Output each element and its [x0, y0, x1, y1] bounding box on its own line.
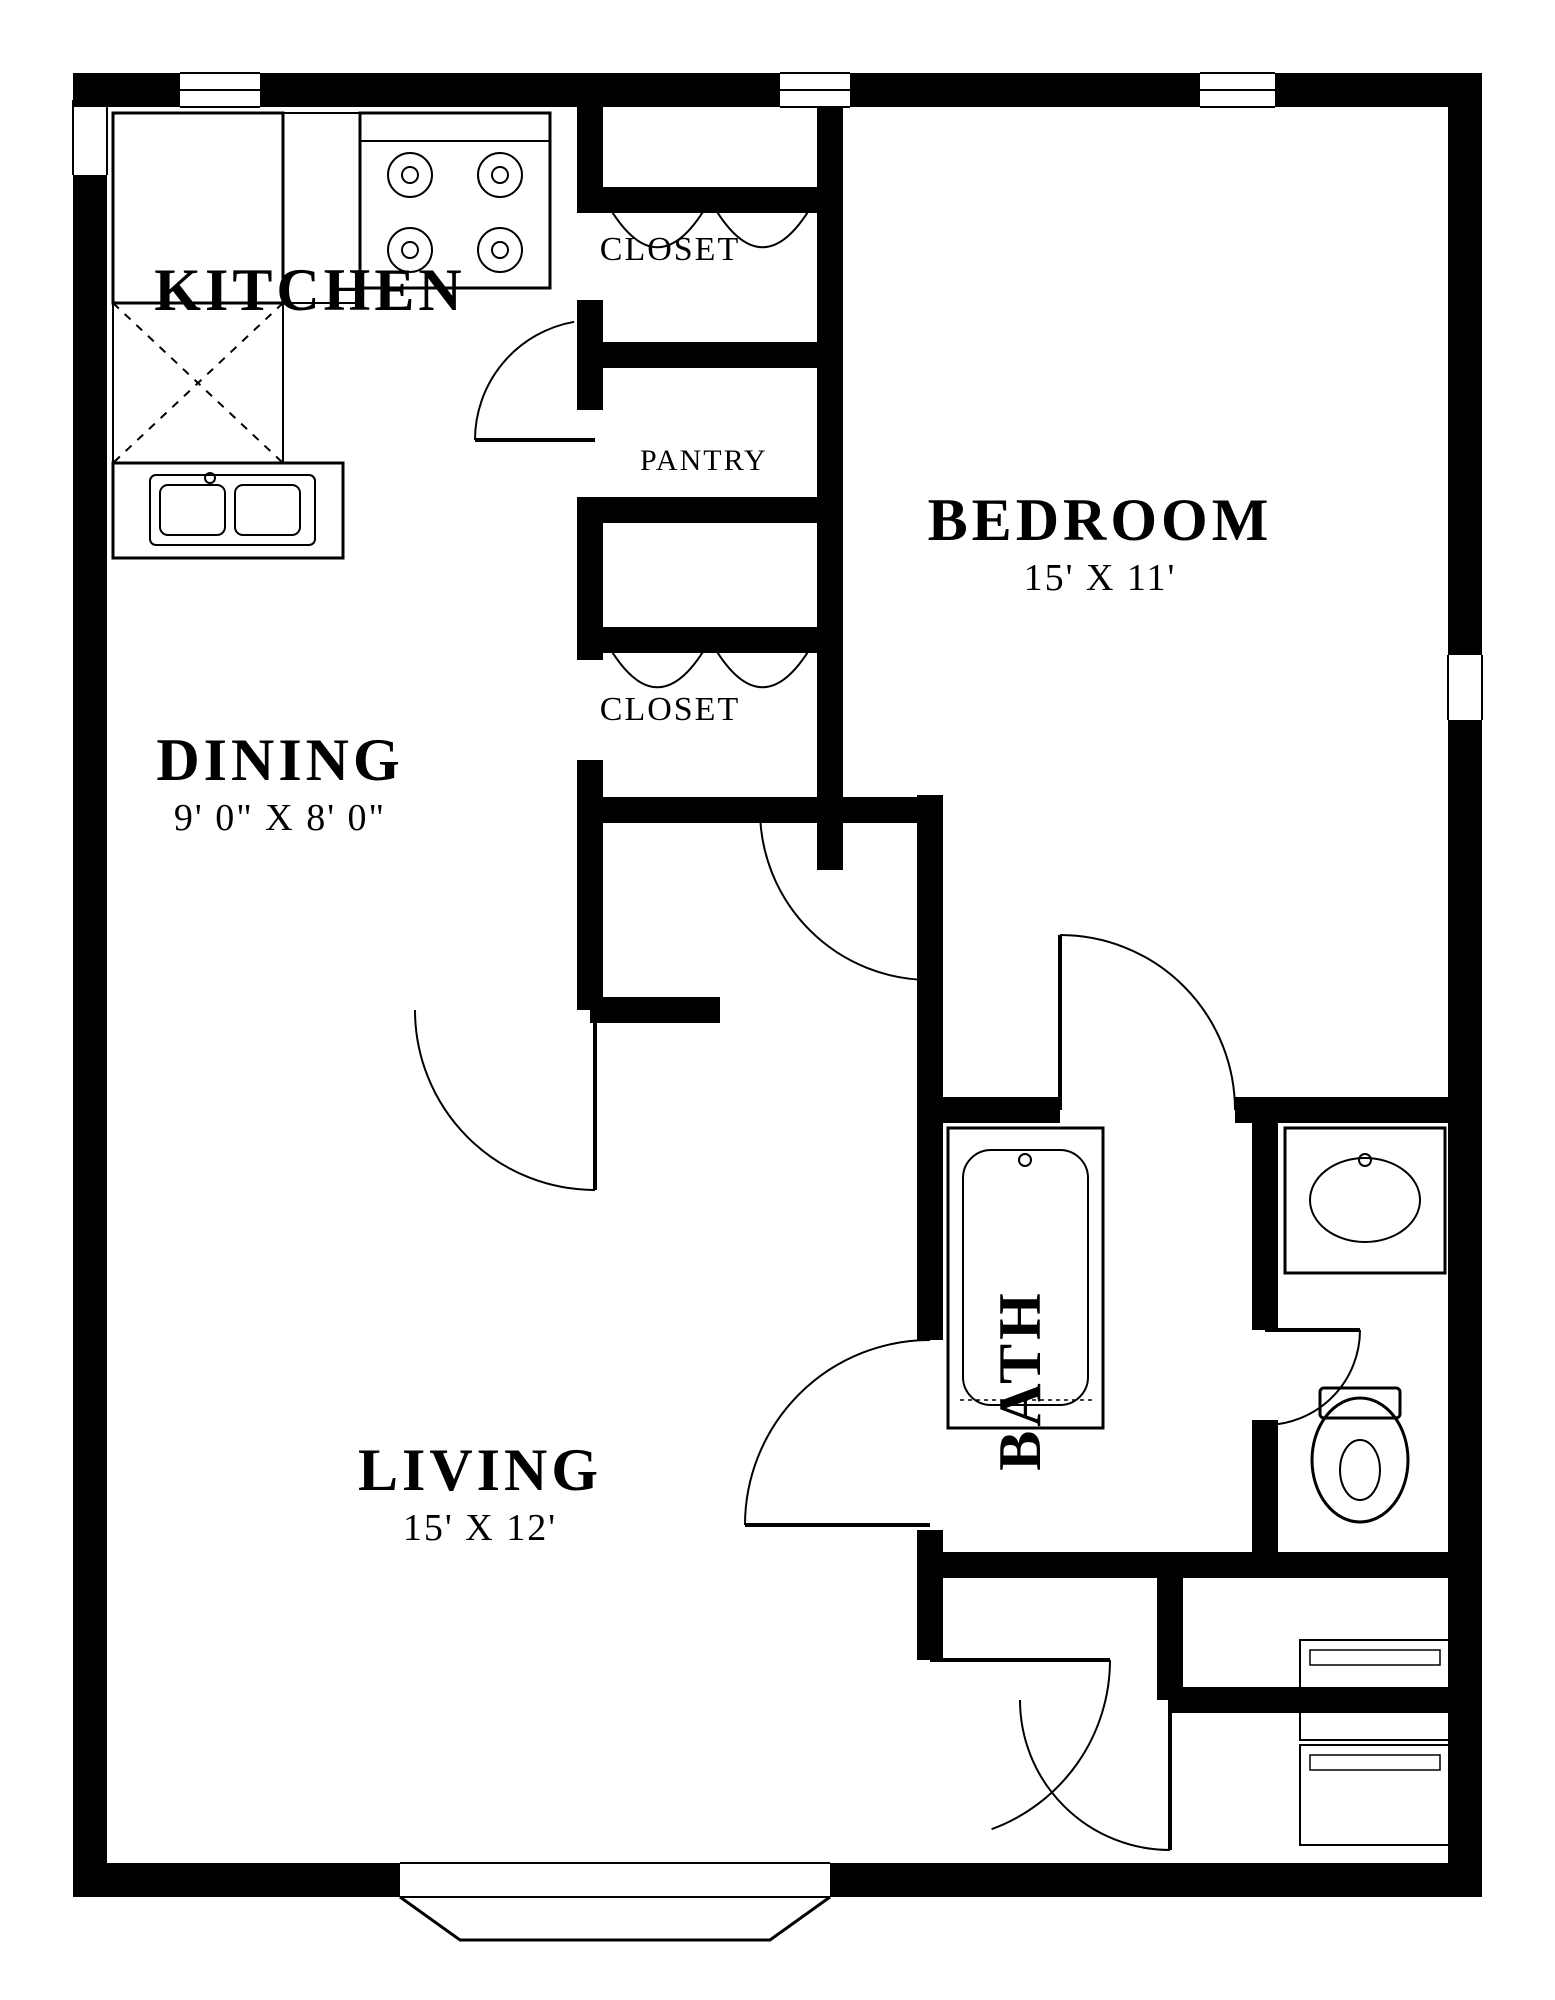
bedroom-label: BEDROOM — [928, 487, 1273, 553]
floor-plan: KITCHEN DINING9' 0" X 8' 0" LIVING15' X 12… — [0, 0, 1555, 2000]
bath-label: BATH — [987, 1289, 1053, 1471]
living-label-dim: 15' X 12' — [403, 1507, 557, 1549]
dining-label: DINING — [156, 727, 403, 793]
dining-label-dim: 9' 0" X 8' 0" — [174, 797, 386, 839]
kitchen-label: KITCHEN — [154, 257, 465, 323]
living-label: LIVING — [358, 1437, 602, 1503]
closet2-label: CLOSET — [600, 691, 740, 728]
closet1-label: CLOSET — [600, 231, 740, 268]
labels-layer: KITCHEN DINING9' 0" X 8' 0" LIVING15' X 12… — [154, 231, 1272, 1549]
fixtures-layer — [113, 113, 1450, 1940]
pantry-label: PANTRY — [640, 444, 768, 477]
bedroom-label-dim: 15' X 11' — [1024, 557, 1177, 599]
doors-layer — [415, 200, 1360, 1850]
